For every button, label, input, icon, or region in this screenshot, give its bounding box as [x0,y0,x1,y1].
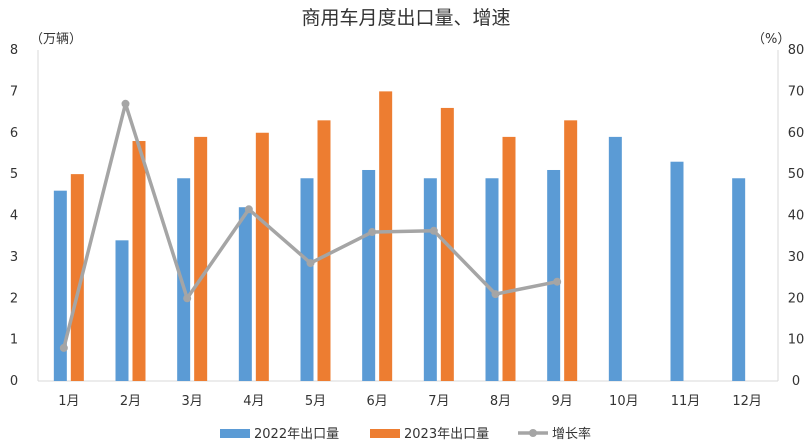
x-tick-label: 3月 [182,394,203,409]
x-tick-labels: 1月 2月 3月 4月 5月 6月 7月 8月 9月 10月 11月 12月 [58,394,762,409]
left-tick-label: 6 [10,126,18,141]
growth-line-layer [59,99,562,352]
growth-rate-point [121,99,130,108]
right-tick-label: 70 [788,84,805,99]
x-tick-label: 2月 [120,394,141,409]
bar-2022 [362,169,376,381]
left-tick-labels: 0 1 2 3 4 5 6 7 8 [10,43,18,389]
left-tick-label: 5 [10,167,18,182]
x-tick-label: 5月 [305,394,326,409]
bar-2023 [317,120,331,382]
legend: 2022年出口量 2023年出口量 增长率 [220,426,591,442]
x-tick-label: 1月 [58,394,79,409]
right-axis-unit: （%） [752,32,790,47]
bar-2022 [732,178,746,381]
legend-swatch-marker [529,429,537,437]
right-tick-label: 50 [788,167,805,182]
right-tick-label: 10 [788,333,805,348]
left-tick-label: 2 [10,291,18,306]
bar-2022 [238,207,252,381]
growth-rate-point [306,259,315,268]
bar-2022 [300,178,314,381]
right-tick-label: 80 [788,43,805,58]
left-tick-label: 7 [10,84,18,99]
bar-2022 [608,136,622,381]
bar-2022 [177,178,191,381]
legend-label: 增长率 [552,426,591,442]
left-axis-unit: （万辆） [30,32,82,47]
bar-2023 [564,120,578,382]
right-tick-label: 30 [788,250,805,265]
x-tick-label: 9月 [552,394,573,409]
growth-rate-point [183,294,192,303]
bar-2022 [547,169,561,381]
bars [53,91,746,382]
growth-rate-point [368,228,377,237]
left-tick-label: 3 [10,250,18,265]
growth-rate-point [491,290,500,299]
x-tick-label: 10月 [609,394,639,409]
left-tick-label: 8 [10,43,18,58]
growth-rate-point [553,277,562,286]
chart-title: 商用车月度出口量、增速 [301,7,510,29]
bar-2022 [423,178,437,381]
bar-2023 [502,136,516,381]
bar-2022 [115,240,129,381]
right-tick-label: 20 [788,291,805,306]
left-tick-label: 0 [10,374,18,389]
bar-2022 [670,161,684,381]
right-tick-label: 60 [788,126,805,141]
legend-label: 2022年出口量 [254,427,339,442]
right-tick-label: 0 [792,374,800,389]
bar-2022 [53,190,67,381]
x-tick-label: 7月 [428,394,449,409]
legend-label: 2023年出口量 [404,427,489,442]
x-tick-label: 12月 [732,394,762,409]
bar-2023 [255,132,269,381]
x-tick-label: 4月 [243,394,264,409]
growth-rate-point [244,205,253,214]
legend-swatch [220,429,250,438]
bar-2022 [485,178,499,381]
legend-swatch [370,429,400,438]
bar-2023 [379,91,393,381]
bar-2023 [132,141,146,381]
growth-rate-point [429,226,438,235]
left-tick-label: 4 [10,209,18,224]
right-tick-labels: 0 10 20 30 40 50 60 70 80 [788,43,805,389]
left-tick-label: 1 [10,333,18,348]
x-tick-label: 6月 [367,394,388,409]
bar-2023 [194,136,208,381]
x-tick-label: 11月 [671,394,701,409]
x-tick-label: 8月 [490,394,511,409]
growth-rate-point [59,343,68,352]
right-tick-label: 40 [788,209,805,224]
bar-2023 [70,174,84,381]
